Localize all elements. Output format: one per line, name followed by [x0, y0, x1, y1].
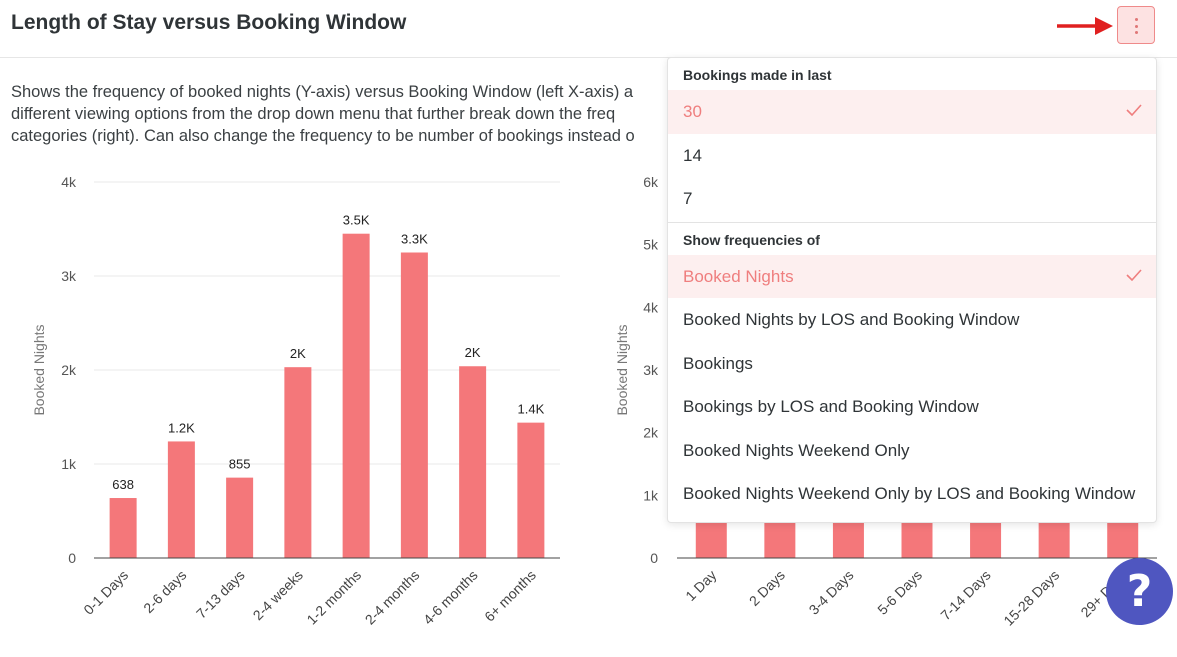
option-weekend-booked-nights-by-los[interactable]: Booked Nights Weekend Only by LOS and Bo… [668, 472, 1156, 516]
option-bookings-last-30[interactable]: 30 [668, 90, 1156, 134]
y-tick-label: 4k [61, 174, 77, 190]
y-axis-title: Booked Nights [614, 324, 630, 415]
page-title: Length of Stay versus Booking Window [11, 11, 407, 34]
y-tick-label: 0 [68, 550, 76, 566]
x-tick-label: 2-4 weeks [250, 567, 306, 623]
option-label: Bookings by LOS and Booking Window [683, 397, 979, 416]
bar [400, 252, 428, 558]
x-tick-label: 7-14 Days [937, 567, 993, 623]
x-tick-label: 3-4 Days [806, 567, 857, 618]
option-booked-nights-by-los[interactable]: Booked Nights by LOS and Booking Window [668, 298, 1156, 342]
y-tick-label: 0 [650, 550, 658, 566]
x-tick-label: 5-6 Days [874, 567, 925, 618]
bar-data-label: 3.5K [343, 213, 370, 228]
option-label: 30 [683, 102, 702, 121]
option-label: 7 [683, 189, 693, 208]
bar-data-label: 855 [229, 457, 251, 472]
description-line: Shows the frequency of booked nights (Y-… [11, 83, 634, 101]
x-tick-label: 6+ months [481, 567, 539, 625]
bar [284, 367, 312, 558]
y-axis-title: Booked Nights [31, 324, 47, 415]
x-tick-label: 2 Days [746, 567, 788, 609]
bar [226, 477, 254, 558]
page-header: Length of Stay versus Booking Window [0, 0, 1177, 58]
bar [109, 498, 137, 558]
x-tick-label: 2-4 months [362, 567, 423, 628]
y-tick-label: 2k [61, 362, 77, 378]
x-tick-label: 2-6 days [140, 567, 189, 616]
y-tick-label: 1k [61, 456, 77, 472]
dropdown-section-title: Bookings made in last [683, 67, 832, 83]
chart-description: Shows the frequency of booked nights (Y-… [11, 81, 667, 151]
x-tick-label: 1-2 months [303, 567, 364, 628]
option-bookings[interactable]: Bookings [668, 342, 1156, 386]
help-button[interactable]: ? [1106, 558, 1173, 625]
y-tick-label: 3k [61, 268, 77, 284]
option-booked-nights[interactable]: Booked Nights [668, 254, 1156, 298]
options-menu-button[interactable] [1117, 6, 1155, 44]
x-tick-label: 7-13 days [193, 567, 248, 622]
option-bookings-last-14[interactable]: 14 [668, 134, 1156, 178]
bar-data-label: 1.2K [168, 420, 195, 435]
option-label: 14 [683, 145, 702, 165]
options-dropdown-menu: Bookings made in last 30 14 7 Show frequ… [667, 57, 1157, 523]
bar [459, 366, 487, 558]
y-tick-label: 5k [643, 237, 659, 253]
bar-data-label: 638 [112, 477, 134, 492]
bar-data-label: 2K [465, 345, 481, 360]
option-label: Booked Nights Weekend Only [683, 440, 910, 460]
bar [167, 441, 195, 558]
y-tick-label: 3k [643, 362, 659, 378]
option-weekend-booked-nights[interactable]: Booked Nights Weekend Only [668, 429, 1156, 473]
x-tick-label: 15-28 Days [1000, 567, 1062, 629]
booking-window-bar-chart: 0 1k 2k 3k 4k Booked Nights 638 0-1 Days 1.2K 2-6… [31, 174, 560, 628]
bar [342, 233, 370, 558]
check-icon [1126, 104, 1142, 116]
option-bookings-last-7[interactable]: 7 [668, 177, 1156, 221]
option-label: Booked Nights by LOS and Booking Window [683, 310, 1020, 329]
y-tick-label: 6k [643, 174, 659, 190]
pointer-arrow-icon [1057, 17, 1113, 35]
dropdown-section-title: Show frequencies of [683, 231, 820, 248]
dropdown-divider [668, 221, 1156, 223]
check-icon [1126, 268, 1142, 281]
x-tick-label: 4-6 months [420, 567, 481, 628]
option-label: Booked Nights Weekend Only by LOS and Bo… [683, 484, 1136, 503]
x-tick-label: 0-1 Days [80, 567, 131, 618]
description-line: categories (right). Can also change the … [11, 127, 635, 145]
option-label: Booked Nights [683, 266, 794, 286]
vertical-dots-icon [1135, 18, 1138, 34]
description-line: different viewing options from the drop … [11, 105, 616, 123]
option-label: Bookings [683, 353, 753, 373]
bar-data-label: 3.3K [401, 232, 428, 247]
bar-data-label: 1.4K [518, 402, 545, 417]
bar [517, 422, 545, 558]
bar-data-label: 2K [290, 346, 306, 361]
question-mark-icon: ? [1126, 566, 1153, 617]
y-tick-label: 1k [643, 487, 659, 503]
option-bookings-by-los[interactable]: Bookings by LOS and Booking Window [668, 385, 1156, 429]
x-tick-label: 1 Day [682, 567, 719, 604]
y-tick-label: 2k [643, 425, 659, 441]
y-tick-label: 4k [643, 299, 659, 315]
